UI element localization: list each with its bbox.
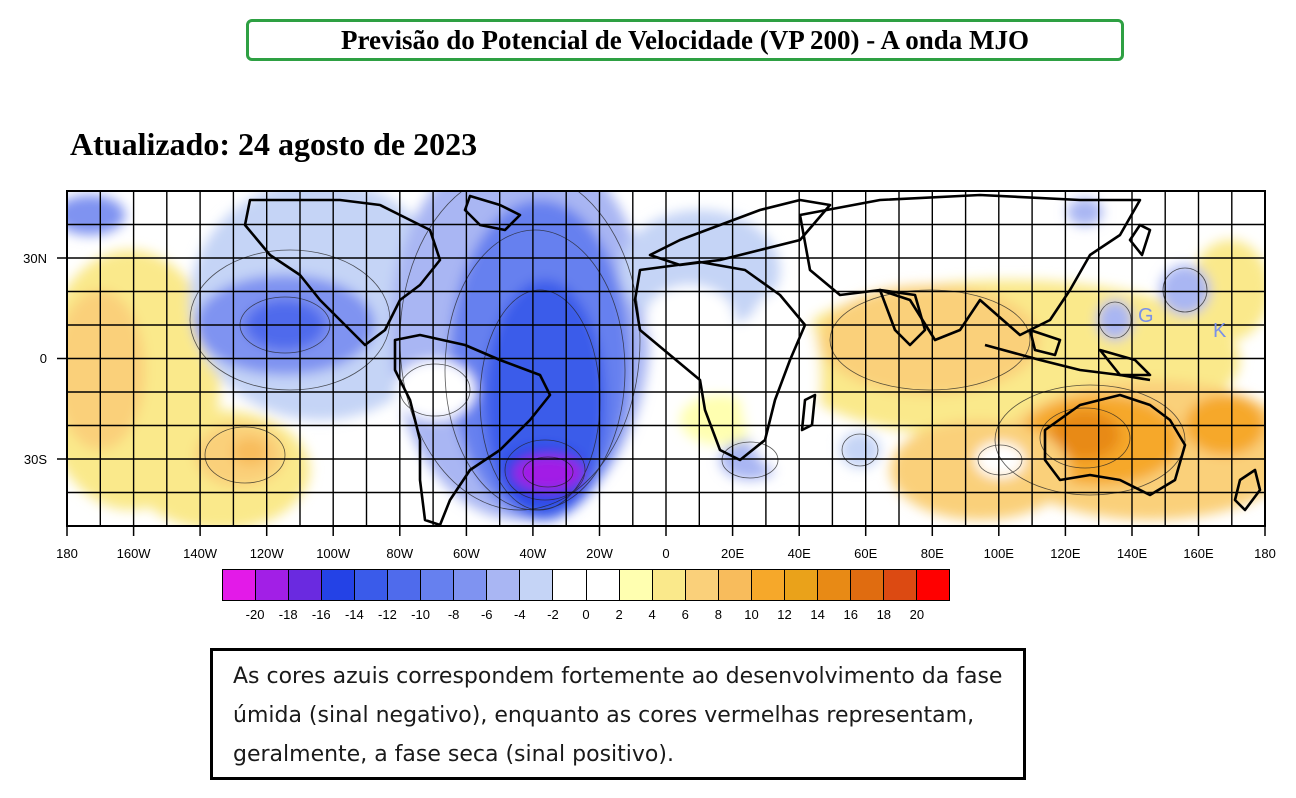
lat-tick-label: 30N [23, 251, 47, 266]
annotation-g: G [1138, 305, 1154, 327]
lon-tick-label: 100W [316, 546, 351, 560]
lon-tick-label: 60W [453, 546, 480, 560]
lon-tick-label: 180 [1254, 546, 1276, 560]
colorbar-cell [388, 570, 422, 600]
colorbar-cell [520, 570, 554, 600]
lon-tick-label: 20E [721, 546, 744, 560]
lon-tick-label: 120E [1050, 546, 1081, 560]
colorbar-label: -2 [547, 607, 559, 622]
lon-tick-label: 160W [117, 546, 152, 560]
colorbar-label: 14 [810, 607, 825, 622]
colorbar-labels: -20 -18 -16 -14 -12 -10 -8 -6 -4 -2 0 2 4 6 8 10 12 14 16 1… [0, 607, 1296, 625]
lon-tick-label: 60E [854, 546, 877, 560]
lon-tick-label: 120W [250, 546, 285, 560]
coastlines [243, 193, 1262, 526]
lat-tick-labels: 30N 0 30S [23, 251, 47, 467]
lon-tick-label: 40W [520, 546, 547, 560]
lon-tick-label: 20W [586, 546, 613, 560]
lon-tick-label: 40E [788, 546, 811, 560]
colorbar-cell [718, 570, 752, 600]
colorbar-cell [355, 570, 389, 600]
lat-tick-label: 0 [40, 351, 47, 366]
colorbar-cell [322, 570, 356, 600]
colorbar-label: -20 [245, 607, 265, 622]
colorbar-label: -16 [311, 607, 331, 622]
lon-tick-label: 140W [183, 546, 218, 560]
colorbar-label: 0 [582, 607, 590, 622]
colorbar-cell [454, 570, 488, 600]
lon-tick-labels: 180 160W 140W 120W 100W 80W 60W 40W 20W … [56, 546, 1276, 560]
colorbar-cell [553, 570, 587, 600]
lon-tick-label: 80W [386, 546, 413, 560]
colorbar-cell [223, 570, 257, 600]
annotation-k: K [1213, 320, 1227, 342]
colorbar-label: 18 [876, 607, 892, 622]
lon-tick-label: 160E [1183, 546, 1214, 560]
colorbar-label: 12 [777, 607, 792, 622]
lon-tick-label: 0 [662, 546, 669, 560]
colorbar-label: -8 [447, 607, 460, 622]
colorbar-cell [289, 570, 323, 600]
lon-tick-label: 140E [1117, 546, 1148, 560]
colorbar-label: 10 [744, 607, 759, 622]
legend-note: As cores azuis correspondem fortemente a… [210, 648, 1026, 780]
colorbar-label: 20 [909, 607, 925, 622]
map-field: G K [67, 191, 1265, 526]
colorbar-cell [586, 570, 620, 600]
colorbar-label: -14 [344, 607, 364, 622]
colorbar-cell [751, 570, 785, 600]
page-title: Previsão do Potencial de Velocidade (VP … [341, 24, 1029, 55]
colorbar-cell [685, 570, 719, 600]
colorbar-label: 8 [714, 607, 722, 622]
colorbar-cell [487, 570, 521, 600]
colorbar-label: 16 [843, 607, 858, 622]
velocity-potential-map: G K 180 160W 140W 120W 100W 80W 60W 40W … [23, 190, 1276, 560]
colorbar [222, 569, 950, 601]
colorbar-label: 6 [681, 607, 689, 622]
colorbar-cell [256, 570, 290, 600]
colorbar-label: 2 [615, 607, 623, 622]
colorbar-label: -18 [278, 607, 298, 622]
colorbar-cell [883, 570, 917, 600]
lon-tick-label: 80E [921, 546, 944, 560]
colorbar-label: -4 [514, 607, 526, 622]
colorbar-cell [619, 570, 653, 600]
lon-tick-label: 100E [984, 546, 1015, 560]
colorbar-cell [916, 570, 950, 600]
lon-tick-label: 180 [56, 546, 78, 560]
colorbar-cell [421, 570, 455, 600]
colorbar-label: -6 [480, 607, 493, 622]
title-box: Previsão do Potencial de Velocidade (VP … [246, 19, 1124, 61]
colorbar-label: -12 [378, 607, 397, 622]
lat-tick-label: 30S [24, 452, 47, 467]
colorbar-label: 4 [648, 607, 656, 622]
colorbar-cell [652, 570, 686, 600]
colorbar-cell [817, 570, 851, 600]
updated-date: Atualizado: 24 agosto de 2023 [70, 126, 478, 162]
colorbar-cell [784, 570, 818, 600]
colorbar-cell [850, 570, 884, 600]
colorbar-label: -10 [411, 607, 430, 622]
map-grid [67, 191, 1265, 526]
